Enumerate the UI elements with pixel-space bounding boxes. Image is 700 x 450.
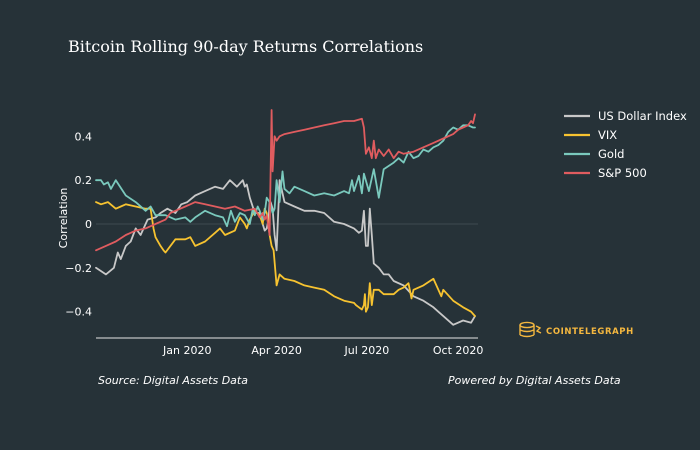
legend-item-vix[interactable]: VIX: [564, 128, 617, 142]
series-line-us-dollar-index: [95, 179, 476, 326]
legend-item-gold[interactable]: Gold: [564, 147, 624, 161]
series-line-vix: [95, 201, 476, 318]
coin-stack-icon: [519, 321, 542, 338]
chart-title: Bitcoin Rolling 90-day Returns Correlati…: [68, 37, 423, 56]
x-tick-label: Apr 2020: [251, 344, 302, 357]
powered-note: Powered by Digital Assets Data: [448, 374, 621, 387]
legend-label: US Dollar Index: [598, 109, 687, 123]
legend-item-us-dollar-index[interactable]: US Dollar Index: [564, 109, 687, 123]
y-tick-label: 0.2: [75, 174, 93, 187]
series-lines: [95, 109, 476, 326]
x-axis-ticks: Jan 2020 Apr 2020 Jul 2020 Oct 2020: [162, 344, 483, 357]
source-note: Source: Digital Assets Data: [98, 374, 248, 387]
y-axis-ticks: 0.4 0.2 0 −0.2 −0.4: [65, 130, 92, 318]
y-tick-label: 0.4: [75, 130, 93, 143]
legend-label: S&P 500: [598, 166, 647, 180]
x-tick-label: Jan 2020: [162, 344, 211, 357]
x-tick-label: Oct 2020: [433, 344, 484, 357]
y-tick-label: −0.2: [65, 262, 92, 275]
legend: US Dollar Index VIX Gold S&P 500: [564, 109, 687, 180]
y-axis-label: Correlation: [57, 188, 70, 249]
x-tick-label: Jul 2020: [343, 344, 389, 357]
cointelegraph-logo: COINTELEGRAPH: [519, 321, 634, 338]
legend-label: Gold: [598, 147, 624, 161]
series-line-gold: [95, 124, 476, 228]
legend-label: VIX: [598, 128, 617, 142]
series-line-s-p-500: [95, 109, 476, 252]
y-tick-label: 0: [85, 218, 92, 231]
legend-item-s-p-500[interactable]: S&P 500: [564, 166, 647, 180]
brand-name: COINTELEGRAPH: [546, 327, 634, 337]
y-tick-label: −0.4: [65, 306, 92, 319]
